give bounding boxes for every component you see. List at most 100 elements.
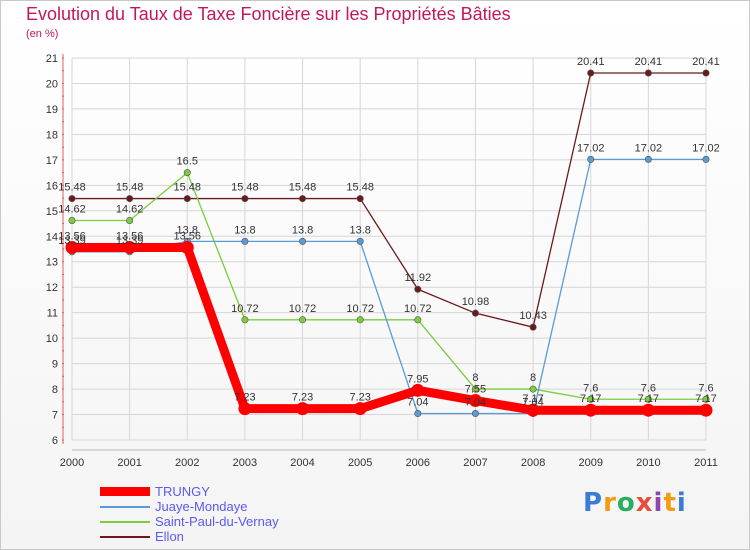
data-label: 15.48 — [116, 182, 144, 194]
data-label: 13.56 — [58, 230, 86, 242]
data-point — [299, 316, 307, 324]
data-label: 7.23 — [349, 392, 370, 404]
data-point — [644, 69, 652, 77]
data-label: 7.17 — [580, 393, 601, 405]
data-point — [414, 410, 422, 418]
y-tick-label: 6 — [52, 435, 58, 447]
legend-label: Ellon — [155, 529, 184, 544]
logo-letter: r — [603, 488, 617, 518]
data-label: 13.56 — [116, 230, 144, 242]
legend-swatch — [100, 487, 150, 496]
logo-letter: x — [635, 488, 654, 518]
legend-label: Juaye-Mondaye — [155, 499, 248, 514]
data-label: 13.8 — [177, 224, 198, 236]
series-line-juaye-mondaye — [71, 158, 707, 415]
y-tick-label: 9 — [52, 359, 58, 371]
data-point — [644, 395, 652, 403]
data-label: 10.43 — [519, 310, 547, 322]
x-tick-label: 2000 — [60, 457, 84, 469]
data-point — [65, 240, 79, 254]
data-point — [356, 195, 364, 203]
y-tick-label: 20 — [46, 78, 58, 90]
x-tick-label: 2005 — [348, 457, 372, 469]
data-label: 17.02 — [635, 142, 663, 154]
data-label: 13.39 — [58, 235, 86, 247]
data-label: 7.95 — [407, 373, 428, 385]
data-label: 13.8 — [292, 224, 313, 236]
y-tick-label: 7 — [52, 410, 58, 422]
series-line-ellon — [71, 72, 707, 328]
data-point — [183, 195, 191, 203]
x-tick-label: 2011 — [694, 457, 718, 469]
x-tick-label: 2003 — [233, 457, 257, 469]
data-point — [68, 216, 76, 224]
data-label: 17.02 — [692, 142, 720, 154]
data-label: 13.56 — [174, 230, 202, 242]
y-tick-label: 11 — [47, 308, 58, 320]
y-tick-label: 16 — [46, 180, 58, 192]
data-point — [414, 285, 422, 293]
x-tick-label: 2004 — [290, 457, 314, 469]
x-tick-label: 2010 — [636, 457, 660, 469]
data-label: 15.48 — [289, 182, 317, 194]
x-tick-label: 2008 — [521, 457, 545, 469]
data-point — [126, 216, 134, 224]
data-label: 7.04 — [465, 397, 486, 409]
x-tick-label: 2006 — [406, 457, 430, 469]
data-label: 7.6 — [641, 382, 656, 394]
y-unit-label: (en %) — [26, 28, 59, 40]
data-point — [241, 237, 249, 245]
data-label: 7.04 — [522, 397, 543, 409]
y-tick-label: 10 — [46, 333, 58, 345]
data-label: 20.41 — [577, 56, 605, 68]
data-point — [702, 69, 710, 77]
data-label: 10.72 — [346, 303, 374, 315]
series-line-trungy — [67, 242, 711, 415]
y-tick-label: 12 — [46, 282, 58, 294]
data-label: 13.39 — [116, 235, 144, 247]
chart-title: Evolution du Taux de Taxe Foncière sur l… — [26, 4, 511, 24]
data-point — [241, 195, 249, 203]
data-label: 7.55 — [465, 384, 486, 396]
y-tick-label: 13 — [46, 257, 58, 269]
data-label: 7.6 — [583, 382, 598, 394]
legend-swatch — [100, 536, 150, 538]
data-point — [529, 385, 537, 393]
data-point — [299, 195, 307, 203]
grid — [71, 57, 707, 441]
data-label: 7.23 — [234, 392, 255, 404]
data-label: 14.62 — [116, 203, 144, 215]
data-point — [526, 403, 540, 417]
data-label: 8 — [530, 372, 536, 384]
data-label: 7.6 — [698, 382, 713, 394]
x-tick-label: 2002 — [175, 457, 199, 469]
data-label: 14.62 — [58, 203, 86, 215]
series-line-saint-paul-du-vernay — [71, 171, 707, 400]
data-label: 15.48 — [231, 182, 259, 194]
data-label: 10.72 — [289, 303, 317, 315]
data-point — [471, 309, 479, 317]
data-point — [411, 383, 425, 397]
data-label: 7.17 — [638, 393, 659, 405]
data-point — [356, 316, 364, 324]
y-tick-label: 17 — [46, 155, 58, 167]
data-label: 15.48 — [346, 182, 374, 194]
data-point — [183, 169, 191, 177]
y-tick-label: 15 — [46, 206, 58, 218]
logo-letter: t — [663, 488, 677, 518]
data-label: 16.5 — [177, 156, 198, 168]
data-point — [299, 237, 307, 245]
data-label: 8 — [472, 372, 478, 384]
data-point — [126, 195, 134, 203]
data-point — [68, 195, 76, 203]
legend-swatch — [100, 521, 150, 523]
logo-letter: o — [616, 488, 636, 518]
logo-letter: i — [676, 488, 687, 518]
line-chart: 6 7 8 9 10 11 12 13 14 15 16 17 18 19 20 21 2000 2001 2002… — [46, 53, 720, 469]
data-label: 20.41 — [635, 56, 663, 68]
data-label: 13.8 — [234, 224, 255, 236]
data-point — [584, 403, 598, 417]
data-point — [414, 316, 422, 324]
data-label: 17.02 — [577, 142, 605, 154]
